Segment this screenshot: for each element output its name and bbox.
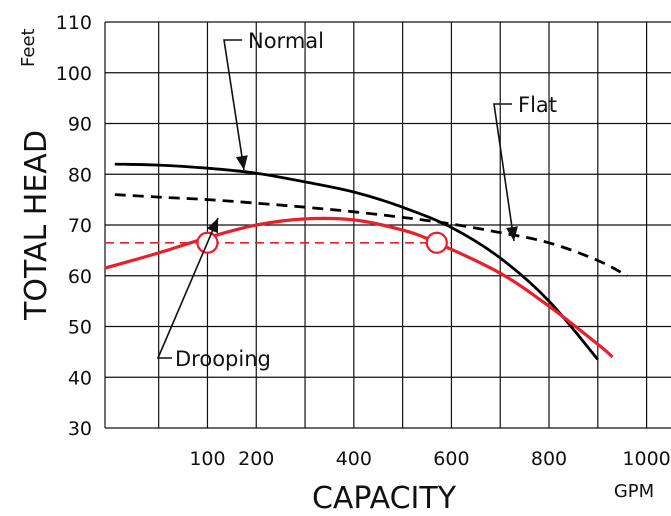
y-axis-title: TOTAL HEAD (19, 130, 54, 321)
x-tick-label: 800 (531, 448, 567, 470)
annotation-leader (493, 103, 515, 242)
annotation-leader (156, 217, 219, 359)
x-tick-label: 1000 (622, 448, 670, 470)
y-unit-label: Feet (18, 28, 39, 67)
annotation-leader (223, 39, 245, 171)
y-tick-label: 70 (68, 215, 92, 237)
annotation-drooping: Drooping (175, 347, 271, 371)
x-tick-label: 200 (238, 448, 274, 470)
annotation-arrowhead (235, 155, 248, 170)
annotation-normal: Normal (248, 29, 324, 53)
x-tick-label: 400 (336, 448, 372, 470)
y-tick-label: 50 (68, 317, 92, 339)
y-tick-label: 90 (68, 114, 92, 136)
y-tick-label: 40 (68, 367, 92, 389)
y-tick-labels: 30 40 50 60 70 80 90 100 110 (56, 12, 92, 440)
x-tick-labels: 100 200 400 600 800 1000 (189, 448, 670, 470)
series-line-flat (114, 193, 628, 278)
y-tick-label: 110 (56, 12, 92, 34)
y-tick-label: 100 (56, 63, 92, 85)
x-axis-title: CAPACITY (312, 481, 457, 516)
x-tick-label: 600 (433, 448, 469, 470)
annotation-arrowhead (206, 218, 218, 234)
y-tick-label: 30 (68, 418, 92, 440)
annotation-flat: Flat (518, 93, 557, 117)
annotation-arrowhead (506, 226, 518, 241)
series-line-normal (114, 162, 599, 361)
x-tick-label: 100 (189, 448, 225, 470)
x-unit-label: GPM (614, 481, 654, 502)
annotations: Normal Flat Drooping (156, 29, 557, 371)
y-tick-label: 80 (68, 164, 92, 186)
y-tick-label: 60 (68, 266, 92, 288)
operating-point (425, 231, 448, 254)
